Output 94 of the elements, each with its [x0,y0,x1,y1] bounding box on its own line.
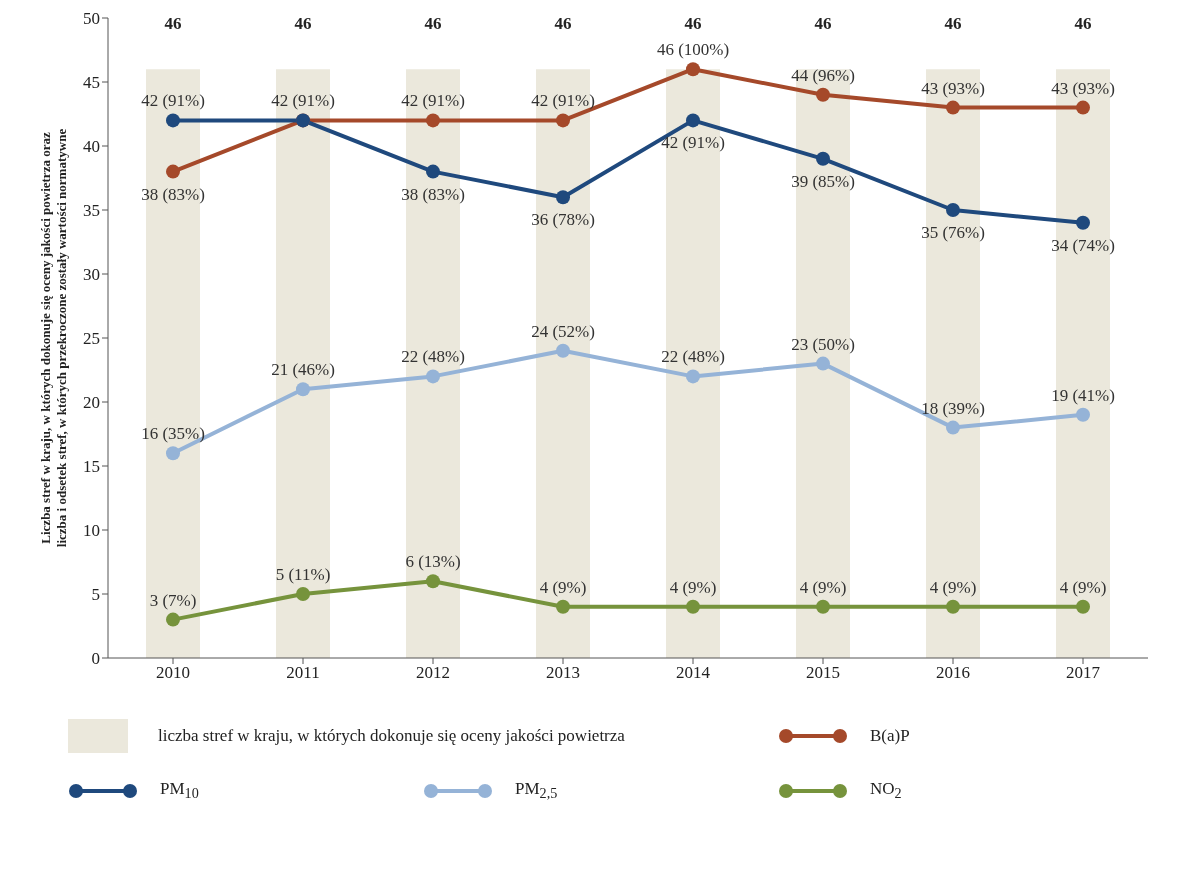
point [426,369,440,384]
point [946,203,960,217]
point [1076,599,1090,614]
legend-label: PM$_{10}$ [160,778,199,803]
legend-label: PM$_{2,5}$ [515,778,558,803]
point [1076,215,1090,230]
data-label: 43 (93%) [1051,78,1115,98]
data-label: 46 [684,14,702,34]
point [556,343,570,358]
legend-label: NO$_{2}$ [870,778,902,803]
x-tick-label: 2012 [416,663,450,683]
data-label: 46 [1074,14,1092,34]
x-tick-label: 2011 [286,663,320,683]
data-label: 24 (52%) [531,321,595,341]
data-label: 38 (83%) [141,184,205,204]
data-label: 42 (91%) [401,91,465,111]
point [166,164,180,179]
legend-label: liczba stref w kraju, w których dokonuje się oceny jakości powietrza [158,725,625,746]
data-label: 46 [554,14,572,34]
point [296,382,310,397]
data-label: 46 [294,14,312,34]
point [816,356,830,371]
data-label: 22 (48%) [661,347,725,367]
data-label: 18 (39%) [921,398,985,418]
point [296,587,310,601]
data-label: 35 (76%) [921,223,985,242]
data-label: 23 (50%) [791,334,855,354]
point [686,113,700,128]
data-label: 46 [424,14,442,34]
point [166,612,180,627]
data-label: 4 (9%) [539,577,587,597]
data-label: 42 (91%) [661,133,725,153]
point [556,113,570,128]
data-label: 46 (100%) [656,40,730,60]
legend-label: B(a)P [870,725,910,746]
y-tick-label: 50 [83,9,100,29]
point [166,446,180,461]
data-label: 44 (96%) [791,65,855,85]
data-label: 22 (48%) [401,347,465,367]
data-label: 42 (91%) [531,91,595,111]
data-label: 46 [814,14,832,34]
point [1076,407,1090,422]
point [686,599,700,614]
y-tick-label: 20 [83,393,100,413]
point [556,190,570,205]
data-label: 42 (91%) [271,91,335,111]
point [946,599,960,614]
x-tick-label: 2017 [1066,663,1101,683]
data-label: 6 (13%) [405,552,461,572]
data-label: 21 (46%) [271,360,335,380]
data-label: 3 (7%) [149,590,197,610]
y-tick-label: 0 [91,649,100,669]
point [426,164,440,179]
data-label: 4 (9%) [929,577,977,597]
point [816,151,830,166]
x-tick-label: 2013 [546,663,580,683]
x-tick-label: 2010 [156,663,190,683]
data-label: 46 [164,14,182,34]
data-label: 46 [944,14,962,34]
y-tick-label: 5 [91,585,100,605]
point [946,100,960,115]
point [816,87,830,102]
point [686,62,700,77]
y-tick-label: 40 [83,137,100,157]
data-label: 4 (9%) [1059,577,1107,597]
data-label: 5 (11%) [275,565,331,584]
y-tick-label: 25 [83,329,100,349]
data-label: 43 (93%) [921,78,985,98]
point [816,599,830,614]
data-label: 39 (85%) [791,171,855,191]
y-tick-label: 15 [83,457,100,477]
data-label: 19 (41%) [1051,385,1115,405]
point [426,574,440,589]
data-label: 36 (78%) [531,210,595,230]
data-label: 16 (35%) [141,424,205,444]
x-tick-label: 2015 [806,663,840,683]
y-tick-label: 10 [83,521,100,541]
y-tick-label: 35 [83,201,100,221]
data-label: 38 (83%) [401,184,465,204]
y-axis-title: Liczba stref w kraju, w których dokonuje się oceny jakości powietrza oraz liczba i odsetek stref, w których przekroczone zostały wartości normatywne [38,128,69,548]
data-label: 4 (9%) [669,577,717,597]
point [166,113,180,128]
x-tick-label: 2016 [936,663,970,683]
data-label: 4 (9%) [799,577,847,597]
point [426,113,440,128]
y-tick-label: 30 [83,265,100,285]
x-tick-label: 2014 [676,663,711,683]
data-label: 42 (91%) [141,91,205,111]
y-tick-label: 45 [83,73,100,93]
point [1076,100,1090,115]
point [686,369,700,384]
point [946,420,960,435]
data-label: 34 (74%) [1051,235,1115,255]
point [556,599,570,614]
